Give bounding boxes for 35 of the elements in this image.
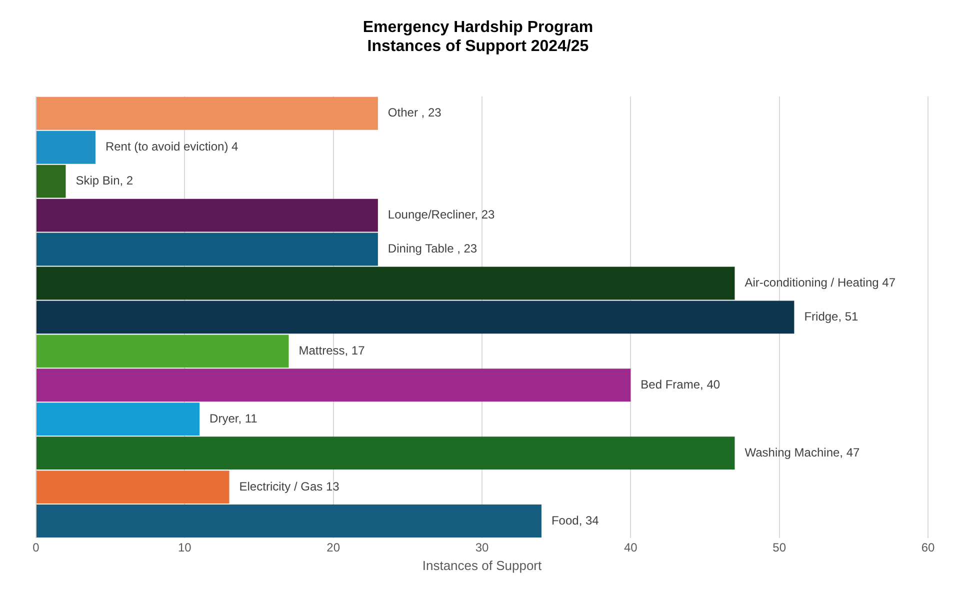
data-label: Rent (to avoid eviction) 4 <box>105 140 239 154</box>
data-label: Washing Machine, 47 <box>744 445 860 460</box>
data-label: Other , 23 <box>388 106 442 120</box>
data-label: Electricity / Gas 13 <box>239 479 340 494</box>
data-label: Food, 34 <box>551 513 600 528</box>
bar <box>36 368 631 402</box>
x-tick-label: 60 <box>921 540 935 555</box>
x-tick-label: 50 <box>772 540 786 555</box>
data-label: Mattress, 17 <box>298 343 366 358</box>
bar <box>36 334 289 368</box>
x-tick-label: 10 <box>178 540 192 555</box>
bar <box>36 96 378 130</box>
x-tick-label: 30 <box>475 540 489 555</box>
bar <box>36 504 542 538</box>
bar <box>36 402 200 436</box>
bar <box>36 164 66 198</box>
bar <box>36 300 794 334</box>
data-label: Air-conditioning / Heating 47 <box>744 276 896 290</box>
x-axis-title: Instances of Support <box>422 558 542 573</box>
x-tick-label: 40 <box>624 540 638 555</box>
chart-title: Emergency Hardship Program Instances of Support 2024/25 <box>362 19 594 56</box>
bar <box>36 266 735 300</box>
data-label: Dryer, 11 <box>210 411 258 426</box>
x-tick-label: 0 <box>32 540 40 555</box>
bar <box>36 436 735 470</box>
bar <box>36 470 230 504</box>
bar <box>36 130 96 164</box>
bar <box>36 198 378 232</box>
data-label: Lounge/Recliner, 23 <box>388 208 496 222</box>
data-label: Fridge, 51 <box>804 310 859 324</box>
bar <box>36 232 378 266</box>
data-label: Bed Frame, 40 <box>640 377 720 392</box>
data-label: Dining Table , 23 <box>388 242 478 256</box>
x-tick-label: 20 <box>326 540 340 555</box>
data-label: Skip Bin, 2 <box>76 174 134 188</box>
